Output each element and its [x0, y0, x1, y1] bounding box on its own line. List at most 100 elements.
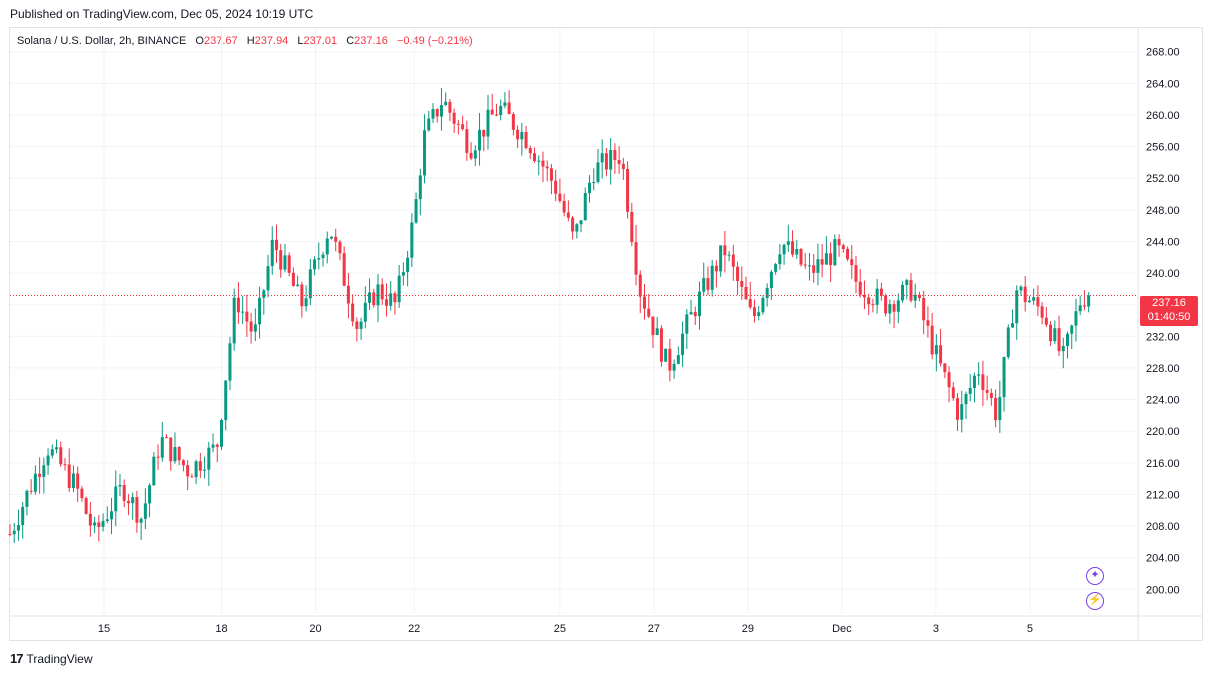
x-tick-label: 29 [742, 623, 754, 635]
candle-body [714, 265, 718, 272]
candle-body [287, 255, 291, 273]
candle-body [1049, 324, 1053, 342]
candle-body [613, 150, 617, 161]
candle-body [126, 500, 130, 504]
candle-body [659, 328, 663, 362]
candle-body [372, 292, 376, 306]
candle-body [88, 513, 92, 526]
candle-body [406, 257, 410, 272]
candle-body [8, 533, 12, 535]
candle-body [905, 280, 909, 285]
y-tick-label: 252.00 [1146, 173, 1180, 185]
candle-body [710, 265, 714, 290]
candle-body [249, 321, 253, 332]
candle-body [981, 374, 985, 390]
candle-body [414, 199, 418, 223]
candle-body [211, 444, 215, 448]
candle-body [478, 129, 482, 151]
candle-body [351, 303, 355, 322]
candle-body [283, 255, 287, 270]
candle-body [38, 473, 42, 477]
candle-body [1027, 300, 1031, 303]
tradingview-brand[interactable]: 17 TradingView [10, 651, 93, 666]
candle-body [194, 461, 198, 478]
sparkle-icon[interactable]: ✦ [1086, 567, 1104, 585]
candle-body [401, 271, 405, 276]
y-tick-label: 244.00 [1146, 236, 1180, 248]
candle-body [668, 348, 672, 371]
candle-body [156, 456, 160, 458]
x-tick-label: 25 [554, 623, 566, 635]
candle-body [279, 250, 283, 270]
candle-body [655, 328, 659, 336]
candle-body [1053, 328, 1057, 342]
candle-body [431, 109, 435, 119]
candle-body [203, 469, 207, 471]
candle-body [122, 484, 126, 501]
candle-body [245, 311, 249, 322]
open-value: 237.67 [203, 35, 238, 47]
candle-body [719, 245, 723, 272]
candle-body [934, 345, 938, 355]
candle-body [600, 153, 604, 163]
candle-body [841, 245, 845, 250]
candle-body [473, 150, 477, 159]
y-tick-label: 228.00 [1146, 363, 1180, 375]
candle-body [541, 160, 545, 167]
candle-body [1066, 333, 1069, 347]
candle-body [135, 497, 139, 523]
candle-body [236, 297, 240, 313]
candle-body [647, 308, 651, 317]
candle-body [338, 241, 342, 254]
candle-body [1023, 286, 1027, 303]
candle-body [228, 343, 232, 381]
candle-body [799, 248, 803, 265]
last-price-value: 237.16 [1152, 297, 1186, 309]
candle-body [964, 393, 968, 405]
candle-body [148, 485, 152, 504]
candle-body [676, 355, 680, 364]
candle-body [29, 490, 33, 492]
symbol-name[interactable]: Solana / U.S. Dollar, 2h, BINANCE [17, 35, 187, 47]
y-tick-label: 204.00 [1146, 553, 1180, 565]
candle-body [516, 129, 520, 140]
lightning-icon[interactable]: ⚡ [1086, 592, 1104, 610]
candle-body [693, 312, 697, 317]
candle-body [308, 269, 312, 299]
candle-body [50, 449, 54, 456]
candle-body [1006, 327, 1010, 358]
candle-body [769, 271, 773, 289]
candle-body [723, 245, 727, 256]
candle-body [97, 522, 101, 527]
candle-body [42, 465, 46, 477]
candle-body [329, 236, 333, 239]
bar-countdown: 01:40:50 [1147, 311, 1191, 323]
close-value: 237.16 [354, 35, 388, 47]
candle-body [947, 372, 951, 388]
y-tick-label: 208.00 [1146, 521, 1180, 533]
candle-body [469, 152, 473, 159]
y-tick-label: 248.00 [1146, 205, 1180, 217]
y-tick-label: 232.00 [1146, 331, 1180, 343]
candle-body [609, 150, 613, 170]
candle-body [304, 298, 308, 307]
candle-body [198, 461, 202, 471]
candle-body [583, 193, 587, 221]
candle-body [922, 298, 926, 321]
candle-body [363, 302, 367, 322]
candle-body [549, 168, 553, 181]
y-tick-label: 200.00 [1146, 584, 1180, 596]
candle-body [972, 375, 976, 388]
last-price-tag: 237.16 01:40:50 [1140, 296, 1198, 326]
candle-body [186, 465, 190, 477]
candle-body [84, 498, 88, 514]
candle-body [829, 253, 833, 266]
candle-body [143, 503, 147, 519]
symbol-legend: Solana / U.S. Dollar, 2h, BINANCE O237.6… [17, 35, 473, 47]
high-label: H [246, 35, 255, 47]
candle-body [566, 212, 570, 218]
candle-body [291, 272, 295, 287]
change-value: −0.49 (−0.21%) [396, 35, 473, 47]
candle-body [76, 473, 80, 489]
